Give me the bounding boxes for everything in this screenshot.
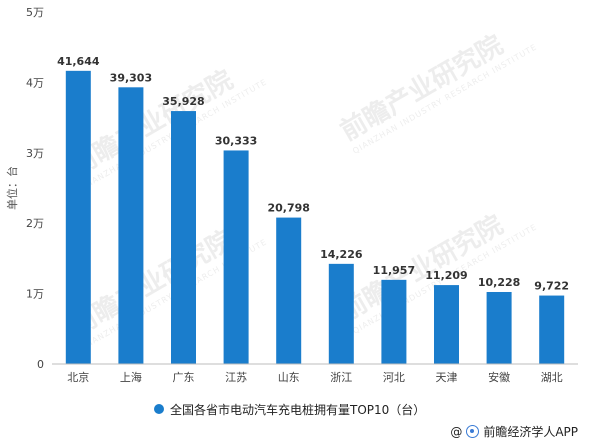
data-label: 11,957 [373, 264, 415, 277]
data-label: 20,798 [267, 202, 309, 215]
data-label: 30,333 [215, 134, 257, 147]
source-at-symbol: @ [450, 424, 463, 439]
x-tick-label: 安徽 [488, 370, 510, 384]
y-tick-label: 4万 [26, 76, 44, 89]
legend-label: 全国各省市电动汽车充电桩拥有量TOP10（台） [170, 402, 426, 417]
y-axis-labels: 0 1万 2万 3万 4万 5万 [26, 6, 44, 371]
y-axis-title: 单位：台 [5, 166, 19, 210]
bar-series [65, 70, 565, 365]
bar [65, 70, 91, 365]
data-label: 39,303 [110, 71, 152, 84]
y-tick-label: 3万 [26, 147, 44, 160]
bar [171, 111, 196, 364]
bar [486, 291, 512, 364]
x-tick-label: 北京 [67, 370, 89, 384]
x-tick-label: 上海 [120, 370, 142, 384]
data-labels: 41,644 39,303 35,928 30,333 20,798 14,226 11,9… [57, 55, 569, 293]
y-tick-label: 0 [37, 358, 44, 371]
x-tick-label: 江苏 [225, 371, 247, 384]
y-tick-label: 1万 [26, 288, 44, 301]
bar [118, 87, 144, 364]
bar [328, 263, 354, 364]
y-tick-label: 2万 [26, 217, 44, 230]
y-tick-label: 5万 [26, 6, 44, 19]
bar [434, 285, 459, 364]
bar [381, 279, 407, 364]
data-label: 10,228 [478, 276, 520, 289]
legend-marker [154, 404, 164, 414]
qianzhan-logo-icon [466, 425, 480, 438]
bar [539, 295, 565, 364]
legend: 全国各省市电动汽车充电桩拥有量TOP10（台） [154, 401, 425, 417]
source-name: 前瞻经济学人APP [483, 425, 578, 439]
x-tick-label: 浙江 [330, 371, 352, 384]
x-tick-label: 山东 [278, 371, 300, 384]
data-label: 35,928 [162, 95, 204, 108]
data-label: 9,722 [534, 280, 569, 293]
source-credit: @ 前瞻经济学人APP [450, 423, 578, 440]
x-tick-label: 天津 [436, 371, 458, 384]
data-label: 11,209 [425, 269, 467, 282]
x-axis-labels: 北京 上海 广东 江苏 山东 浙江 河北 天津 安徽 湖北 [67, 370, 562, 384]
x-tick-label: 湖北 [541, 371, 563, 384]
x-tick-label: 河北 [383, 371, 405, 384]
data-label: 41,644 [57, 55, 100, 68]
x-tick-label: 广东 [173, 371, 195, 384]
data-label: 14,226 [320, 248, 363, 261]
bar [276, 217, 302, 364]
bar [223, 150, 249, 364]
